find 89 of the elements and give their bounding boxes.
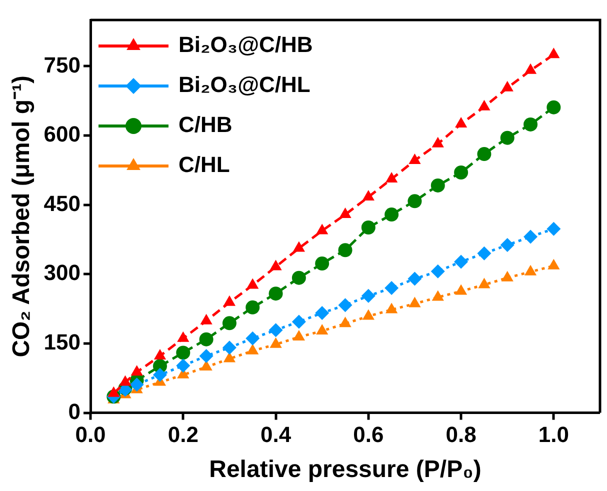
point <box>199 348 214 363</box>
point <box>222 316 236 330</box>
point <box>292 314 306 329</box>
point <box>408 153 421 164</box>
point <box>408 194 422 208</box>
point <box>430 178 445 192</box>
point <box>338 243 352 258</box>
point <box>384 281 399 296</box>
y-tick-label: 0 <box>68 398 81 424</box>
point <box>361 220 376 234</box>
point <box>246 331 260 346</box>
point <box>154 348 166 360</box>
point <box>199 332 214 346</box>
point <box>408 296 421 308</box>
point <box>524 63 537 74</box>
point <box>270 337 282 348</box>
point <box>546 222 561 236</box>
point <box>454 166 468 180</box>
x-tick-label: 0.4 <box>260 422 292 448</box>
point <box>500 238 514 252</box>
point <box>501 270 514 282</box>
point <box>316 324 328 335</box>
point <box>548 48 560 58</box>
point <box>386 172 398 182</box>
legend-label: Bi₂O₃@C/HB <box>178 32 313 58</box>
point <box>130 365 143 376</box>
legend-label: C/HB <box>178 112 232 138</box>
point <box>315 256 330 271</box>
point <box>454 284 468 295</box>
point <box>338 298 352 312</box>
point <box>176 358 190 373</box>
y-tick-label: 150 <box>44 330 81 355</box>
point <box>316 224 328 234</box>
point <box>130 378 144 392</box>
point <box>200 360 212 371</box>
y-tick-label: 600 <box>44 122 81 147</box>
x-tick-label: 0.0 <box>75 422 106 448</box>
point <box>292 270 306 285</box>
point <box>524 264 537 276</box>
point <box>432 290 444 301</box>
point <box>119 375 132 386</box>
point <box>384 208 399 222</box>
point <box>430 264 445 278</box>
point <box>477 147 492 162</box>
point <box>386 302 398 314</box>
point <box>177 331 190 342</box>
y-tick-label: 300 <box>44 260 81 286</box>
point <box>361 288 376 303</box>
point <box>432 136 444 148</box>
point <box>362 309 374 320</box>
point <box>246 278 259 289</box>
point <box>524 117 538 132</box>
point <box>176 346 190 360</box>
point <box>292 330 305 341</box>
point <box>152 368 167 382</box>
point <box>478 278 490 288</box>
point <box>362 190 374 200</box>
point <box>268 286 283 301</box>
point <box>454 254 468 269</box>
x-tick-label: 0.2 <box>168 422 198 448</box>
point <box>548 258 560 270</box>
point <box>454 116 468 128</box>
x-tick-label: 1.0 <box>538 422 569 448</box>
point <box>524 230 538 244</box>
x-axis-title: Relative pressure (P/P₀) <box>209 456 482 484</box>
legend-label: Bi₂O₃@C/HL <box>178 72 310 98</box>
point <box>292 241 305 252</box>
y-tick-label: 450 <box>44 190 81 216</box>
point <box>268 323 283 338</box>
point <box>500 130 514 145</box>
point <box>223 295 236 306</box>
x-tick-label: 0.6 <box>353 422 384 448</box>
point <box>222 340 236 355</box>
point <box>478 100 490 110</box>
point <box>339 208 352 218</box>
point <box>315 306 330 320</box>
y-tick-label: 750 <box>44 52 81 78</box>
point <box>408 272 422 286</box>
x-tick-label: 0.8 <box>446 422 476 448</box>
point <box>200 314 212 324</box>
point <box>339 316 352 328</box>
point <box>546 100 561 114</box>
legend-label: C/HL <box>178 152 230 178</box>
point <box>246 300 260 314</box>
point <box>501 80 514 92</box>
point <box>246 344 259 354</box>
point <box>270 260 282 270</box>
y-axis-title: CO₂ Adsorbed (μmol g⁻¹) <box>8 76 36 358</box>
point <box>477 246 492 260</box>
